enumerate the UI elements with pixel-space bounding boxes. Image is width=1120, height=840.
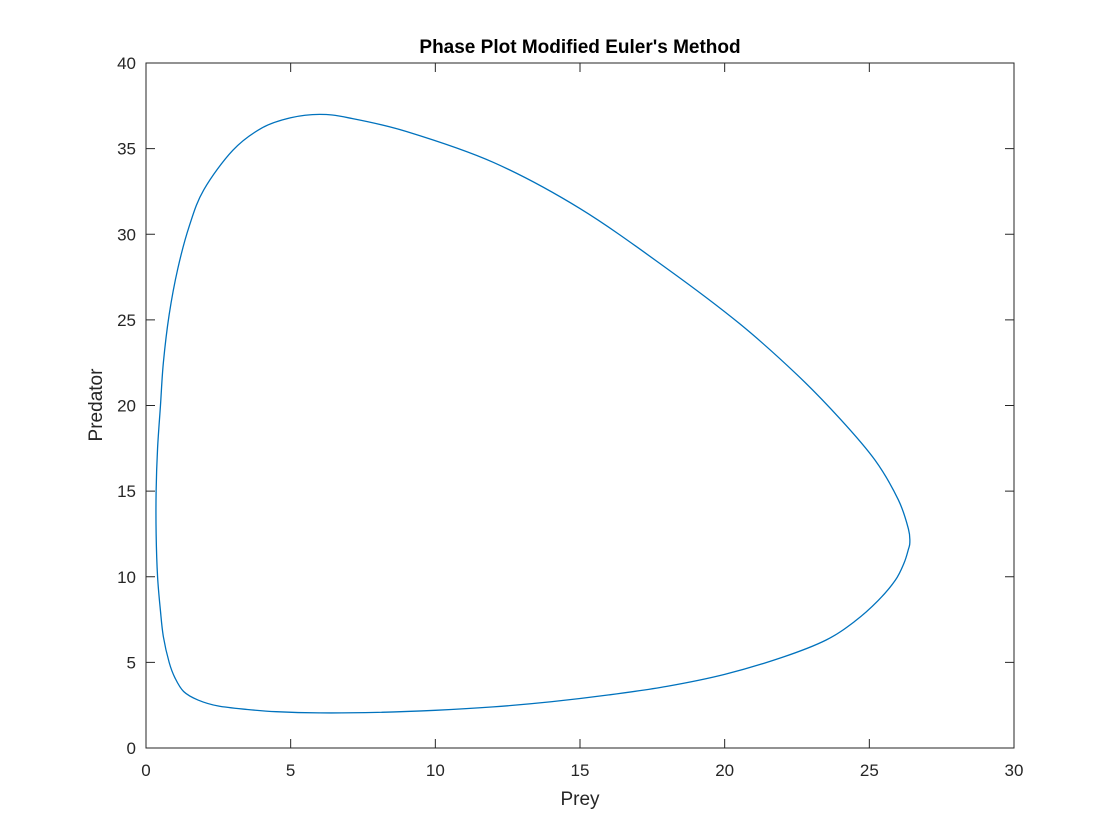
x-tick-label-2: 10 xyxy=(426,761,445,780)
y-tick-label-2: 10 xyxy=(117,568,136,587)
chart-title: Phase Plot Modified Euler's Method xyxy=(419,37,740,58)
series-line xyxy=(155,113,911,714)
y-axis-label: Predator xyxy=(86,368,107,442)
y-tick-label-7: 35 xyxy=(117,140,136,159)
y-tick-label-3: 15 xyxy=(117,482,136,501)
y-tick-label-6: 30 xyxy=(117,225,136,244)
axes-background xyxy=(146,63,1014,748)
y-tick-label-1: 5 xyxy=(127,653,136,672)
tick-labels: 0 5 10 15 20 25 30 0 5 10 15 20 25 30 35 40 xyxy=(117,54,1023,780)
x-axis-label: Prey xyxy=(560,789,600,810)
x-tick-label-1: 5 xyxy=(286,761,295,780)
y-tick-label-5: 25 xyxy=(117,311,136,330)
x-tick-label-4: 20 xyxy=(715,761,734,780)
axes-box xyxy=(145,62,1015,749)
x-tick-label-5: 25 xyxy=(860,761,879,780)
x-tick-label-3: 15 xyxy=(571,761,590,780)
y-tick-label-4: 20 xyxy=(117,397,136,416)
y-tick-label-0: 0 xyxy=(127,739,136,758)
x-tick-label-6: 30 xyxy=(1005,761,1024,780)
x-tick-label-0: 0 xyxy=(141,761,150,780)
y-tick-label-8: 40 xyxy=(117,54,136,73)
